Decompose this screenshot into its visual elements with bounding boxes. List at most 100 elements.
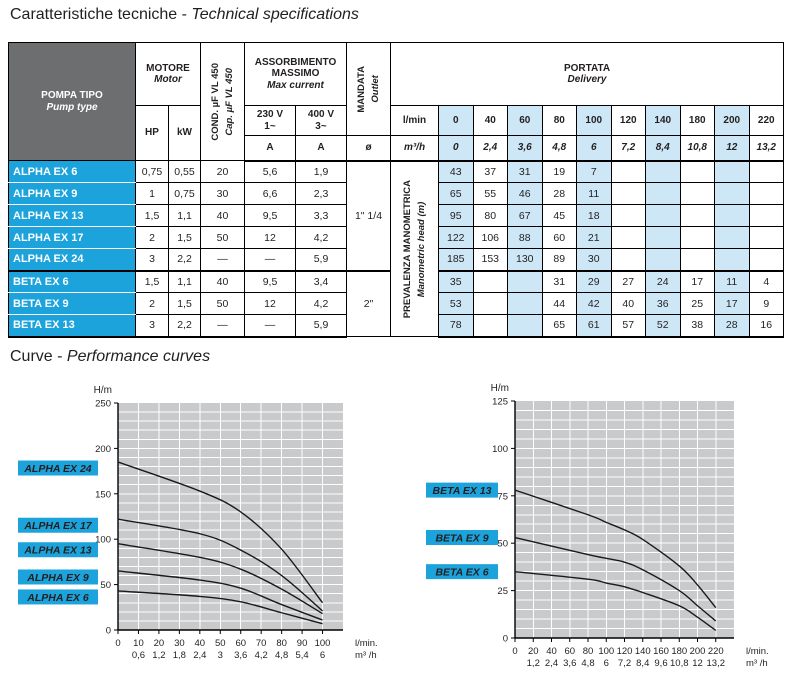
head-value <box>748 160 785 183</box>
head-value: 25 <box>679 292 715 315</box>
hp-value: 2 <box>135 226 169 249</box>
head-value: 35 <box>438 269 474 293</box>
head-value: 88 <box>507 226 543 249</box>
x-tick-label-m3h: 1,8 <box>173 650 186 661</box>
head-value: 44 <box>541 292 577 315</box>
prevalenza-label-en: Manometric head (m) <box>415 200 427 297</box>
x-tick-label-m3h: 3,6 <box>563 658 576 669</box>
curve-label: BETA EX 13 <box>433 485 492 497</box>
table-row: ALPHA EX 17 2 1,5 50 12 4,2 122 106 88 60 21 <box>8 226 785 249</box>
y-tick-label: 75 <box>497 491 508 502</box>
capacitor-value: — <box>200 248 245 271</box>
x-axis-unit-lmin: l/min. <box>746 646 769 657</box>
performance-curve <box>117 518 324 612</box>
kw-value: 1,5 <box>168 226 201 249</box>
curves-title: Curve - Performance curves <box>10 348 210 366</box>
kw-value: 2,2 <box>168 248 201 271</box>
head-value <box>472 314 508 338</box>
head-value: 38 <box>679 314 715 338</box>
current-230v-value: 9,5 <box>244 204 296 227</box>
x-tick-label-lmin: 40 <box>546 646 557 657</box>
table-row: BETA EX 13 3 2,2— —5,9 78 65 61 57 52 38 28 16 <box>8 314 785 338</box>
head-value: 65 <box>541 314 577 338</box>
outlet-label: MANDATA <box>355 65 367 113</box>
kw-value: 2,2 <box>168 314 201 338</box>
capacitor-value: 20 <box>200 160 245 183</box>
curves-title-english: Performance curves <box>66 348 211 365</box>
x-tick-label-lmin: 20 <box>528 646 539 657</box>
current-400v-value: 5,9 <box>295 314 347 338</box>
pump-name: ALPHA EX 9 <box>8 182 136 205</box>
curve-label-box <box>18 589 98 605</box>
curve-label-box <box>426 482 498 498</box>
page-title-italian: Caratteristiche tecniche - <box>10 6 192 23</box>
performance-curve <box>117 590 323 625</box>
performance-curve <box>117 461 324 604</box>
x-tick-label-m3h: 1,2 <box>527 658 540 669</box>
head-value <box>610 226 646 249</box>
head-value: 52 <box>645 314 681 338</box>
table-row: ALPHA EX 24 3 2,2— —5,9 185 153 130 89 30 <box>8 248 785 271</box>
table-row: BETA EX 9 2 1,5 50 12 4,2 53 44 42 40 36 25 17 9 <box>8 292 785 315</box>
pump-type-label-en: Pump type <box>46 101 98 113</box>
outlet-label-en: Outlet <box>369 75 381 103</box>
head-value: 106 <box>472 226 508 249</box>
flow-lmin-value: 200 <box>714 105 750 136</box>
head-value <box>714 182 750 205</box>
head-value: 30 <box>576 248 612 271</box>
table-row: ALPHA EX 13 1,5 1,1 40 9,5 3,3 95 80 67 45 18 <box>8 204 785 227</box>
head-value: 46 <box>507 182 543 205</box>
head-value: 28 <box>714 314 750 338</box>
col-header-amp-230: A <box>244 135 296 162</box>
head-value <box>507 269 543 293</box>
curve-label-box <box>18 569 98 585</box>
pump-name: ALPHA EX 13 <box>8 204 136 227</box>
head-value <box>748 226 785 249</box>
v400-label: 400 V <box>307 109 335 120</box>
y-tick-label: 200 <box>95 444 111 455</box>
page-title-english: Technical specifications <box>191 6 359 23</box>
y-tick-label: 125 <box>492 397 508 408</box>
flow-lmin-value: 80 <box>541 105 577 136</box>
flow-m3h-value: 6 <box>576 135 612 162</box>
y-tick-label: 100 <box>492 444 508 455</box>
head-value <box>679 160 715 183</box>
head-value <box>610 204 646 227</box>
flow-lmin-value: 0 <box>438 105 474 136</box>
hp-value: 3 <box>135 248 169 271</box>
x-tick-label-lmin: 120 <box>617 646 633 657</box>
page-title: Caratteristiche tecniche - Technical spe… <box>10 6 359 24</box>
x-tick-label-lmin: 10 <box>133 638 144 649</box>
motor-label: MOTORE <box>146 62 190 74</box>
curve-label-box <box>426 530 498 546</box>
head-value: 65 <box>438 182 474 205</box>
x-tick-label-lmin: 50 <box>215 638 226 649</box>
curve-label: ALPHA EX 24 <box>23 463 91 475</box>
flow-lmin-header-row: HP kW 230 V 1~ 400 V 3~ l/min 0 40 60 80 100… <box>9 105 785 161</box>
prevalenza-label: PREVALENZA MANOMETRICA <box>401 179 413 318</box>
x-tick-label-lmin: 100 <box>315 638 331 649</box>
x-tick-label-lmin: 60 <box>564 646 575 657</box>
curve-label: BETA EX 9 <box>435 533 488 545</box>
x-tick-label-m3h: 3,6 <box>234 650 247 661</box>
x-tick-label-lmin: 0 <box>115 638 120 649</box>
col-header-capacitor: COND. µF VL 450 Cap. µF VL 450 <box>200 42 245 161</box>
capacitor-label-en: Cap. µF VL 450 <box>223 67 235 136</box>
head-value <box>645 248 681 271</box>
col-header-hp: HP <box>135 105 169 161</box>
hp-value: 0,75 <box>135 160 169 183</box>
spec-table: POMPA TIPO Pump type MOTORE Motor COND. … <box>8 42 785 338</box>
col-header-motor: MOTORE Motor <box>135 42 201 106</box>
head-value: 80 <box>472 204 508 227</box>
outlet-size: 1" 1/4 <box>346 160 391 271</box>
table-row: ALPHA EX 6 0,75 0,55 20 5,6 1,9 1" 1/4 PREVALEN… <box>8 160 785 337</box>
head-value: 153 <box>472 248 508 271</box>
head-value: 18 <box>576 204 612 227</box>
flow-lmin-value: 60 <box>507 105 543 136</box>
x-tick-label-m3h: 2,4 <box>193 650 206 661</box>
delivery-label: PORTATA <box>563 62 611 74</box>
col-header-kw: kW <box>168 105 201 161</box>
col-header-pump-type: POMPA TIPO Pump type <box>8 42 136 161</box>
head-value: 17 <box>714 292 750 315</box>
current-400v-value: 5,9 <box>295 248 347 271</box>
